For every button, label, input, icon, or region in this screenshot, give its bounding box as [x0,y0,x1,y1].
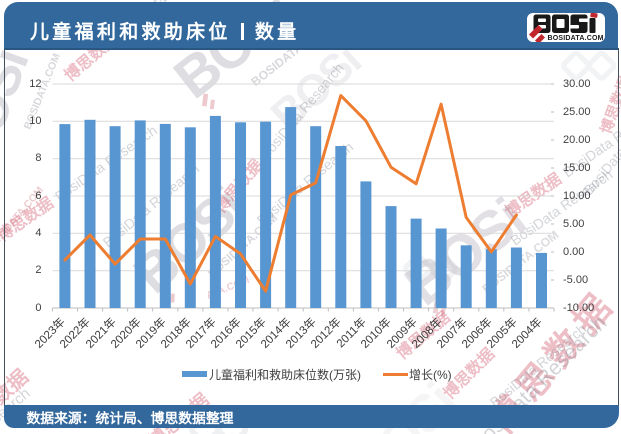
svg-text:BOSIDATA.COM: BOSIDATA.COM [548,34,604,41]
